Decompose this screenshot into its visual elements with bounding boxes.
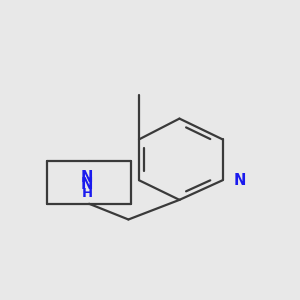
Text: N: N (234, 173, 247, 188)
Text: N: N (81, 177, 93, 192)
Text: N: N (233, 171, 247, 189)
Text: N: N (80, 168, 94, 186)
Text: N: N (81, 169, 93, 184)
Text: H: H (82, 188, 93, 200)
Text: N: N (80, 176, 94, 194)
